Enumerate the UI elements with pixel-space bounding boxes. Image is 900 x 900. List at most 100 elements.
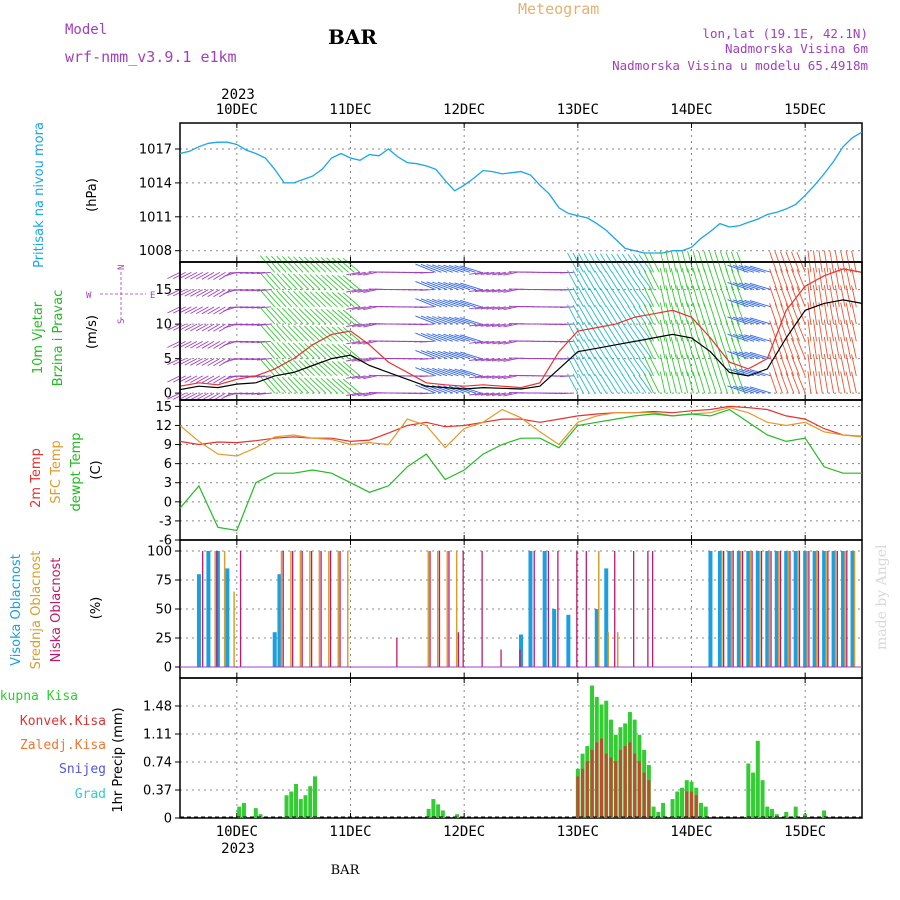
wind-barb <box>259 341 276 359</box>
wind-barb <box>239 358 254 360</box>
wind-barb <box>415 384 436 394</box>
wind-barb <box>796 355 806 377</box>
wind-barb <box>823 302 829 325</box>
wind-barb <box>293 290 310 308</box>
wind-barb <box>744 351 766 360</box>
wind-barb <box>443 264 465 273</box>
wind-barb <box>480 289 495 293</box>
wind-barb <box>812 319 817 342</box>
y-tick-label: 25 <box>155 632 172 647</box>
wind-barb <box>419 306 434 308</box>
convective-precip-bar <box>614 761 618 818</box>
high-cloud-bar <box>755 551 760 667</box>
wind-barb <box>298 256 315 273</box>
wind-barb <box>840 336 846 359</box>
wind-barb <box>415 280 436 291</box>
wind-barb <box>818 354 823 376</box>
y-tick-label: 100 <box>147 545 172 560</box>
wind-barb <box>812 285 817 307</box>
wind-barb <box>201 271 215 280</box>
wind-barb <box>486 340 501 345</box>
wind-barb <box>309 377 327 394</box>
wind-barb <box>454 385 476 394</box>
total-precip-bar <box>431 799 436 818</box>
bottom-day-label: 12DEC <box>443 824 485 840</box>
wind-barb <box>426 315 448 325</box>
wind-barb <box>420 315 442 325</box>
wind-barb <box>454 334 476 342</box>
wind-barb <box>298 290 315 308</box>
wind-barb <box>437 316 459 325</box>
wind-barb <box>845 319 852 342</box>
y-tick-label: 1011 <box>139 210 172 225</box>
wind-barb <box>454 316 476 325</box>
wind-barb <box>594 304 607 325</box>
wind-barb <box>213 375 226 384</box>
wind-barb <box>320 308 338 325</box>
wind-barb <box>245 306 260 309</box>
precip-legend-convective: Konvek.Kisa <box>20 714 106 729</box>
wind-barb <box>611 374 624 394</box>
wind-barb <box>178 323 192 331</box>
wind-barb <box>578 373 590 394</box>
wind-barb <box>184 289 198 297</box>
wind-barb <box>190 306 203 314</box>
wind-barb <box>342 309 361 325</box>
wind-barb <box>251 340 266 344</box>
wind-barb <box>293 377 310 394</box>
wind-barb <box>774 285 783 307</box>
wind-barb <box>342 275 361 290</box>
wind-barb <box>692 320 700 342</box>
wind-barb <box>589 253 601 273</box>
wind-barb <box>486 358 501 362</box>
wind-barb <box>703 371 711 394</box>
high-cloud-bar <box>736 551 741 667</box>
wind-barb <box>845 354 852 376</box>
precip-legend-snow: Snijeg <box>59 762 106 777</box>
wind-barb <box>774 303 783 325</box>
wind-barb <box>190 340 203 349</box>
top-day-labels: 10DEC 11DEC 12DEC 13DEC 14DEC 15DEC <box>216 102 826 118</box>
wind-barb <box>818 302 823 325</box>
total-precip-bar <box>253 808 258 818</box>
high-cloud-bar <box>841 551 846 667</box>
wind-barb <box>497 340 512 345</box>
wind-barb <box>351 323 366 328</box>
wind-axis-label-2: Brzina i Pravac <box>51 290 66 387</box>
convective-precip-bar <box>609 757 613 818</box>
wind-barb <box>245 323 260 326</box>
wind-barb <box>167 271 181 279</box>
wind-barb <box>357 323 372 328</box>
wind-barb <box>454 368 476 377</box>
wind-barb <box>670 302 677 325</box>
wind-barb <box>600 322 613 342</box>
wind-barb <box>732 282 755 291</box>
total-precip-bar <box>793 806 798 818</box>
wind-barb <box>293 325 310 342</box>
y-tick-label: 6 <box>164 457 172 472</box>
wind-barb <box>687 371 694 394</box>
wind-barb <box>486 271 501 276</box>
wind-barb <box>265 290 281 308</box>
wind-barb <box>845 268 852 290</box>
convective-precip-bar <box>595 742 599 818</box>
wind-barb <box>426 281 448 291</box>
wind-barb <box>818 285 823 307</box>
wind-barb <box>823 267 829 290</box>
wind-barb <box>293 342 310 359</box>
wind-barb <box>337 309 355 325</box>
wind-barb <box>460 386 482 394</box>
wind-barb <box>448 299 470 308</box>
wind-barb <box>342 344 361 359</box>
wind-barb <box>572 356 584 377</box>
wind-barb <box>648 269 660 290</box>
wind-barb <box>474 358 489 362</box>
convective-precip-bar <box>647 780 651 818</box>
wind-barb <box>738 334 760 342</box>
wind-barb <box>195 289 209 297</box>
wind-barb <box>665 354 672 376</box>
wind-barb <box>738 265 760 273</box>
wind-barb <box>195 358 209 366</box>
wind-barb <box>420 332 442 342</box>
wind-barb <box>443 281 465 291</box>
